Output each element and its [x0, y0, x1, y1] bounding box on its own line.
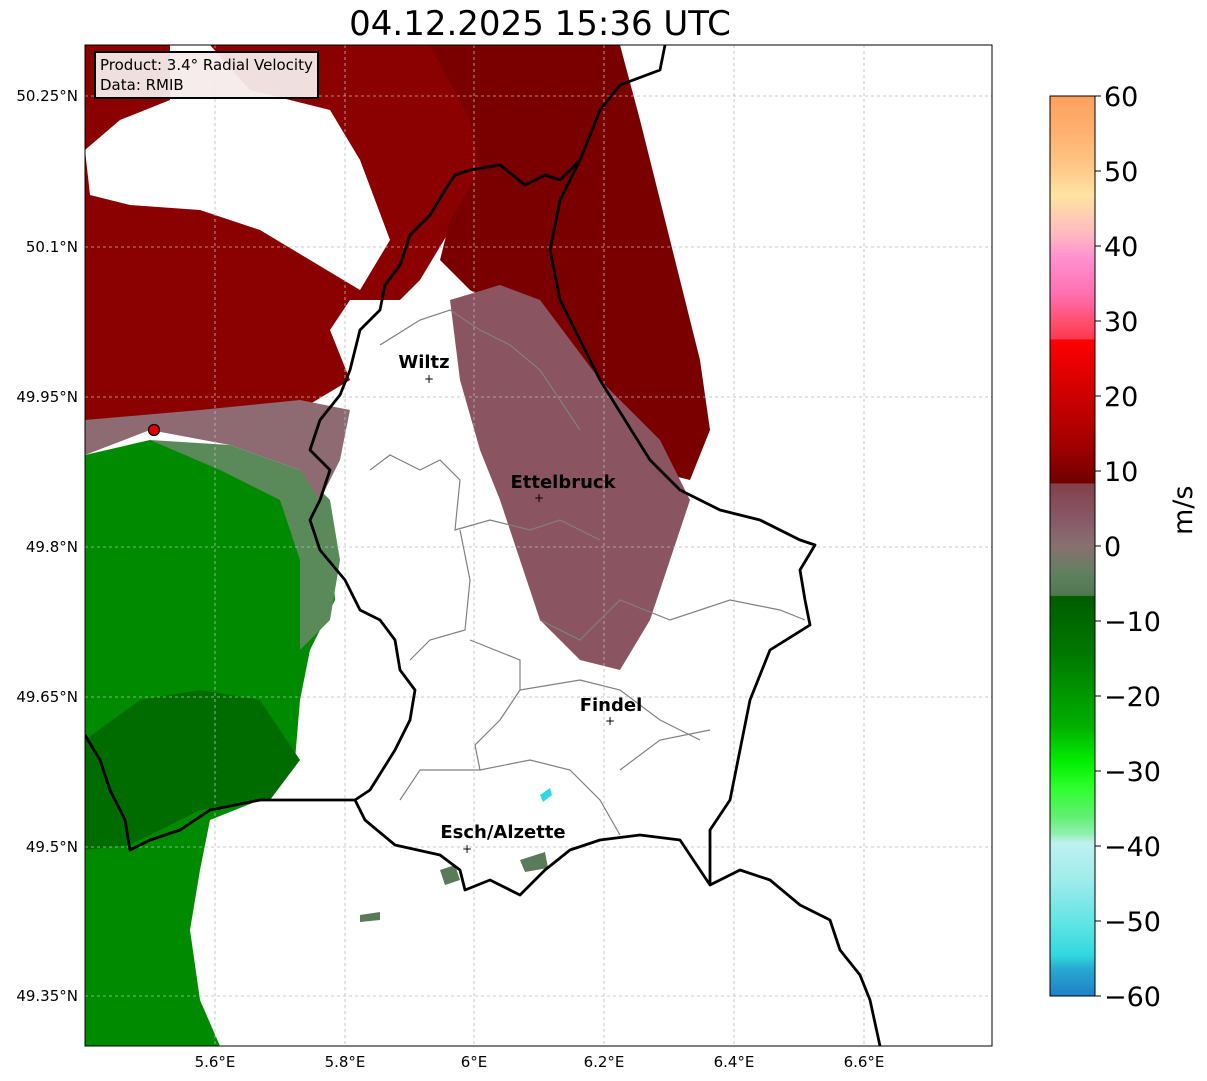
- colorbar-tick-label: 10: [1104, 457, 1138, 488]
- colorbar-tick-label: 60: [1104, 82, 1138, 113]
- city-label: Wiltz: [398, 352, 449, 373]
- colorbar-tick-label: 50: [1104, 157, 1138, 188]
- canton-borders: [369, 309, 806, 836]
- radar-site-marker: [147, 423, 161, 437]
- lat-tick: 49.65°N: [16, 688, 78, 706]
- city-findel: Findel +: [580, 695, 643, 728]
- radar-data: [85, 45, 710, 1046]
- radar-echo-white-gap: [85, 45, 390, 290]
- country-borders: [85, 45, 882, 1046]
- colorbar-tick-label: −60: [1104, 982, 1161, 1013]
- colorbar-tick-label: 20: [1104, 382, 1138, 413]
- product-label: Product: 3.4° Radial Velocity: [100, 56, 313, 74]
- radar-echo-green-south: [360, 852, 548, 922]
- city-marker-icon: +: [424, 372, 434, 386]
- map-title: 04.12.2025 15:36 UTC: [349, 4, 731, 44]
- lon-tick: 5.8°E: [325, 1053, 366, 1071]
- colorbar-tick-label: −40: [1104, 832, 1161, 863]
- colorbar-ticks: 60 50 40 30 20 10 0 −10 −20 −30 −40 −50 −60: [1095, 82, 1161, 1013]
- lat-tick: 49.95°N: [16, 388, 78, 406]
- gridlines: [85, 45, 992, 1046]
- colorbar: [1049, 95, 1096, 997]
- city-label: Findel: [580, 695, 643, 716]
- lat-tick: 49.5°N: [26, 838, 78, 856]
- city-esch-alzette: Esch/Alzette +: [440, 822, 565, 856]
- city-marker-icon: +: [462, 842, 472, 856]
- colorbar-tick-label: −50: [1104, 907, 1161, 938]
- city-label: Esch/Alzette: [440, 822, 565, 843]
- colorbar-tick-label: 30: [1104, 307, 1138, 338]
- radar-echo-green-edge: [150, 440, 340, 650]
- product-info-box: Product: 3.4° Radial Velocity Data: RMIB: [94, 51, 319, 99]
- lon-tick: 6.6°E: [844, 1053, 885, 1071]
- radar-echo-red-ne: [430, 45, 710, 480]
- colorbar-unit-label: m/s: [1168, 485, 1199, 535]
- lat-tick: 49.8°N: [26, 538, 78, 556]
- colorbar-tick-label: 40: [1104, 232, 1138, 263]
- lat-tick-labels: 50.25°N 50.1°N 49.95°N 49.8°N 49.65°N 49…: [16, 87, 78, 1005]
- colorbar-tick-label: −10: [1104, 607, 1161, 638]
- data-source-label: Data: RMIB: [100, 76, 184, 94]
- radar-echo-mauve: [450, 285, 690, 670]
- city-wiltz: Wiltz +: [398, 352, 449, 386]
- city-marker-icon: +: [534, 491, 544, 505]
- radar-echo-darkgreen: [85, 690, 300, 850]
- lon-tick: 5.6°E: [195, 1053, 236, 1071]
- lat-tick: 50.25°N: [16, 87, 78, 105]
- city-label: Ettelbruck: [510, 472, 616, 493]
- radar-echo-cyan: [540, 788, 552, 802]
- plot-frame: [84, 44, 993, 1047]
- city-ettelbruck: Ettelbruck +: [510, 472, 616, 505]
- lon-tick: 6°E: [461, 1053, 488, 1071]
- lat-tick: 49.35°N: [16, 987, 78, 1005]
- lon-tick: 6.4°E: [714, 1053, 755, 1071]
- colorbar-tick-label: −20: [1104, 682, 1161, 713]
- lat-tick: 50.1°N: [26, 238, 78, 256]
- lon-tick-labels: 5.6°E 5.8°E 6°E 6.2°E 6.4°E 6.6°E: [195, 1053, 885, 1071]
- city-marker-icon: +: [605, 714, 615, 728]
- lon-tick: 6.2°E: [584, 1053, 625, 1071]
- colorbar-tick-label: 0: [1104, 532, 1121, 563]
- colorbar-tick-label: −30: [1104, 757, 1161, 788]
